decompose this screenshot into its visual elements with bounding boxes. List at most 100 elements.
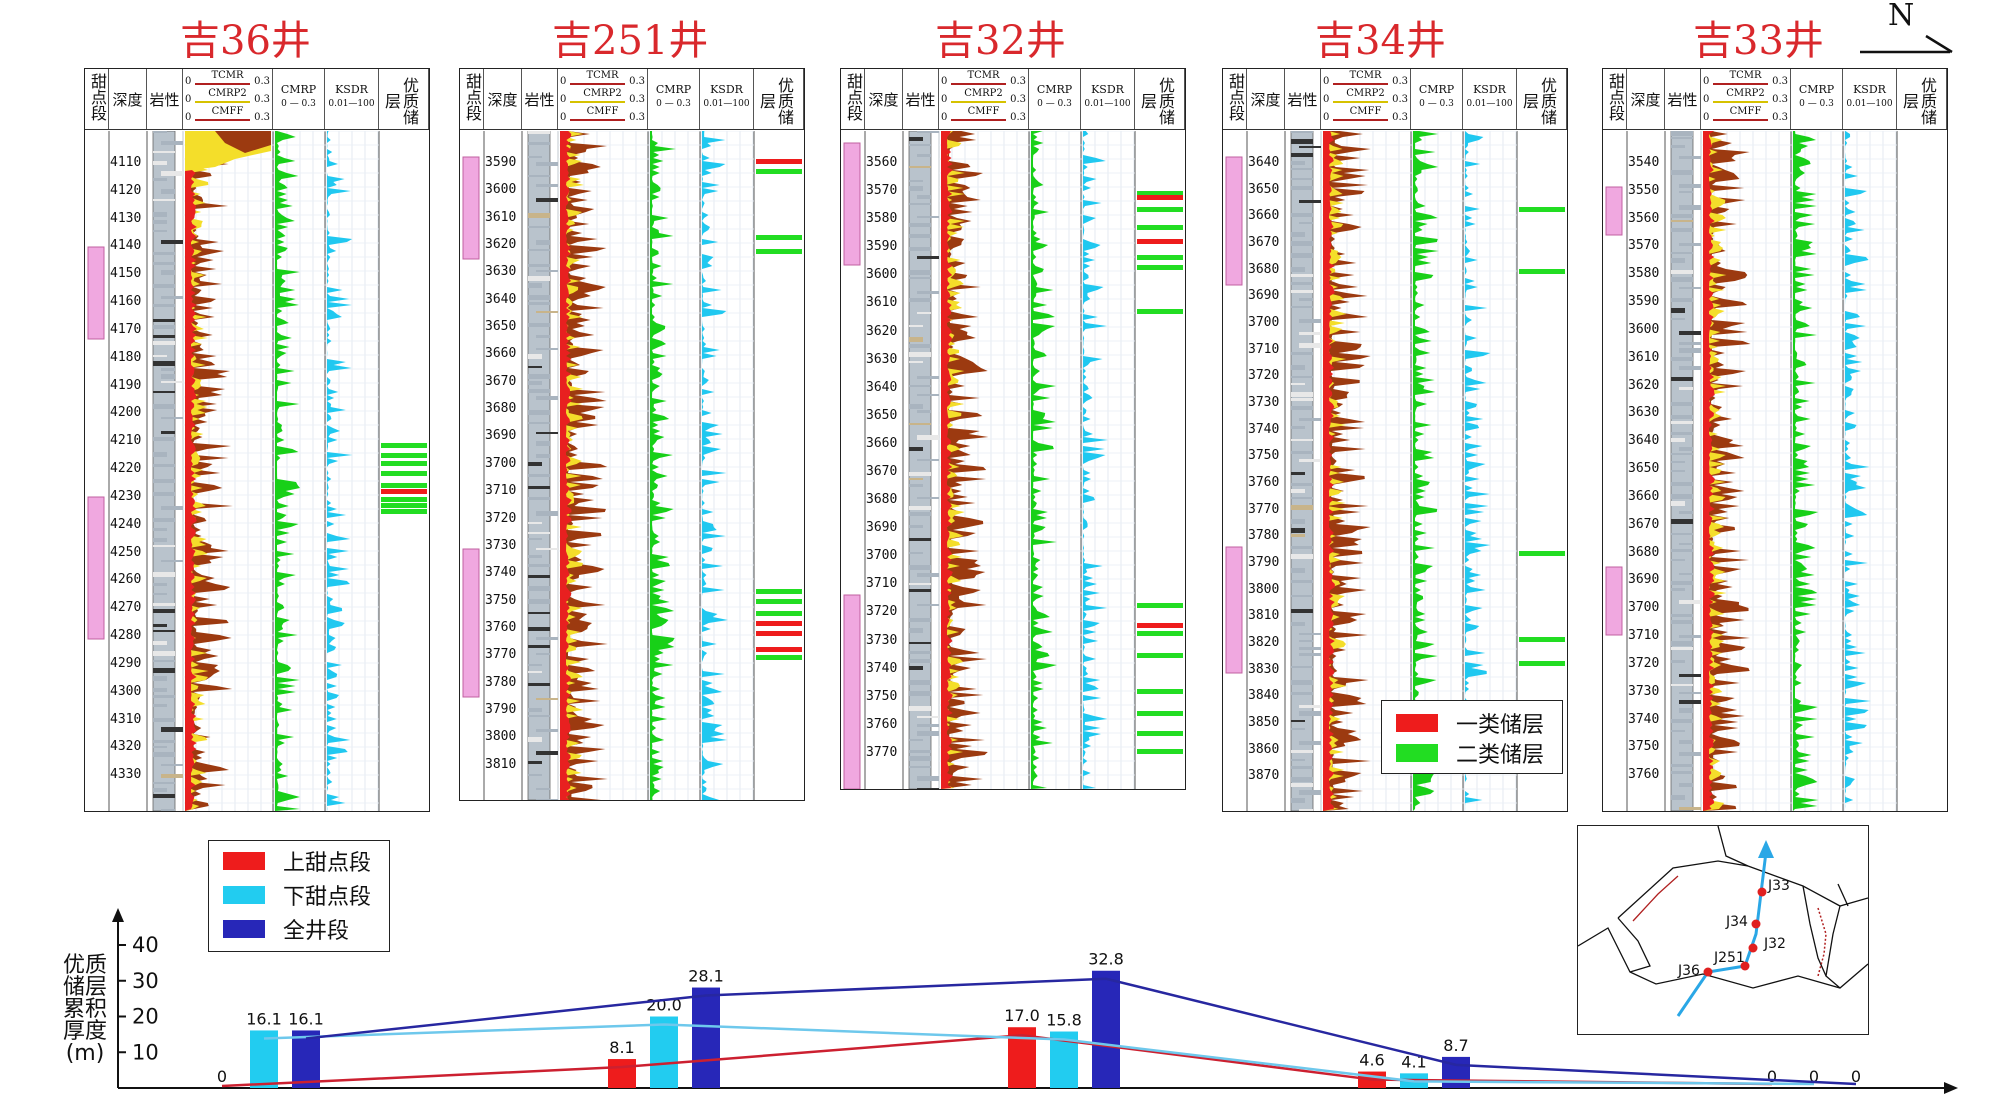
header-label-litho: 岩性 <box>1287 91 1318 109</box>
reservoir-band <box>756 611 802 616</box>
log-header: 甜点段 深度 岩性 TCMR 0 0.3 CMRP2 0 0.3 CMFF 0 0.3 CMRP 0 — … <box>460 69 804 130</box>
legend-item-class2: 二类储层 <box>1396 741 1544 768</box>
bar-legend-label-all: 全井段 <box>283 919 350 944</box>
bar-lower <box>1400 1073 1428 1088</box>
header-label-depth: 深度 <box>112 91 143 109</box>
curve-name-cmff: CMFF <box>1349 106 1382 117</box>
depth-label: 4120 <box>110 182 142 198</box>
reservoir-band <box>756 655 802 660</box>
log-header: 甜点段 深度 岩性 TCMR 0 0.3 CMRP2 0 0.3 CMFF 0 0.3 CMRP 0 — … <box>841 69 1185 130</box>
depth-label: 3650 <box>485 319 517 335</box>
bar-value-label: 0 <box>217 1067 227 1086</box>
depth-label: 3650 <box>1248 181 1280 197</box>
depth-label: 3730 <box>1628 683 1660 699</box>
bar-upper <box>1358 1071 1386 1088</box>
north-label: N <box>1888 0 1915 33</box>
depth-label: 3740 <box>1628 711 1660 727</box>
depth-label: 3580 <box>1628 266 1660 282</box>
bar-value-label: 16.1 <box>288 1009 324 1028</box>
depth-label: 3700 <box>866 548 898 564</box>
reservoir-band <box>381 509 427 514</box>
depth-label: 4280 <box>110 628 142 644</box>
header-range-ksdr: 0.01—100 <box>1846 99 1893 109</box>
depth-label: 3560 <box>866 155 898 170</box>
legend-label-class1: 一类储层 <box>1456 713 1545 738</box>
bar-upper <box>1008 1027 1036 1088</box>
reservoir-band <box>381 489 427 494</box>
curve-name-tcmr: TCMR <box>1729 70 1762 81</box>
reservoir-band <box>1137 225 1183 230</box>
curve-min-cmrp2: 0 <box>941 94 948 105</box>
curve-name-cmrp2: CMRP2 <box>583 88 622 99</box>
bar-value-label: 0 <box>1851 1067 1861 1086</box>
depth-label: 3770 <box>485 647 517 663</box>
depth-label: 3850 <box>1248 715 1280 730</box>
map-label-j33: J33 <box>1768 878 1790 894</box>
log-panel-0: 甜点段 深度 岩性 TCMR 0 0.3 CMRP2 0 0.3 CMFF 0 0.3 CMRP 0 — … <box>84 68 430 812</box>
header-label-quality: 优质储层 <box>382 77 419 125</box>
bar-value-label: 8.7 <box>1443 1036 1468 1055</box>
curve-max-cmff: 0.3 <box>254 112 270 123</box>
map-label-j32: J32 <box>1764 936 1786 952</box>
depth-label: 4330 <box>110 767 142 783</box>
reservoir-band <box>1137 689 1183 694</box>
header-cell-cmrp: CMRP 0 — 0.3 <box>1791 69 1843 129</box>
header-label-quality: 优质储层 <box>1900 77 1937 125</box>
curve-min-cmff: 0 <box>1323 112 1330 123</box>
depth-label: 3750 <box>866 688 898 704</box>
header-cell-curves: TCMR 0 0.3 CMRP2 0 0.3 CMFF 0 0.3 <box>1321 69 1411 129</box>
reservoir-band <box>1137 265 1183 270</box>
depth-label: 3710 <box>485 483 517 499</box>
header-cell-sweet: 甜点段 <box>841 69 865 129</box>
bar-legend-item-lower: 下甜点段 <box>223 883 371 910</box>
reservoir-band <box>1137 207 1183 212</box>
header-cell-depth: 深度 <box>865 69 903 129</box>
well-title-j34: 吉34井 <box>1315 18 1446 64</box>
reservoir-band <box>1137 711 1183 716</box>
curve-min-cmrp2: 0 <box>185 94 192 105</box>
depth-label: 3620 <box>485 237 517 253</box>
curve-line-cmrp2 <box>195 101 250 103</box>
reservoir-band <box>1137 309 1183 314</box>
depth-label: 4260 <box>110 572 142 588</box>
depth-label: 4310 <box>110 711 142 727</box>
curve-line-tcmr <box>1333 83 1388 85</box>
header-cell-quality: 优质储层 <box>379 69 429 129</box>
bar-all <box>292 1030 320 1088</box>
chart-ylabel-line5: (m) <box>65 1041 105 1066</box>
reservoir-band <box>1137 603 1183 608</box>
curve-name-cmrp2: CMRP2 <box>208 88 247 99</box>
header-range-cmrp: 0 — 0.3 <box>1419 99 1454 109</box>
curve-line-cmff <box>1713 119 1768 121</box>
depth-label: 3670 <box>1248 235 1280 250</box>
depth-label: 3610 <box>1628 349 1660 365</box>
reservoir-band <box>1519 551 1565 556</box>
reservoir-band <box>756 249 802 254</box>
curve-line-tcmr <box>951 83 1006 85</box>
sweet-spot-block <box>843 142 861 266</box>
depth-label: 3610 <box>866 295 898 311</box>
curve-line-cmrp2 <box>1333 101 1388 103</box>
depth-label: 3710 <box>866 576 898 592</box>
curve-name-tcmr: TCMR <box>211 70 244 81</box>
reservoir-band <box>756 599 802 604</box>
depth-label: 3770 <box>866 744 898 760</box>
bar-value-label: 15.8 <box>1046 1011 1082 1030</box>
depth-label: 3580 <box>866 211 898 227</box>
depth-label: 3770 <box>1248 501 1280 517</box>
sweet-spot-block <box>843 594 861 789</box>
bar-value-label: 8.1 <box>609 1038 634 1057</box>
sweet-spot-block <box>1225 546 1243 674</box>
legend-swatch-class1 <box>1396 714 1438 732</box>
map-svg <box>1578 826 1868 1017</box>
bar-value-label: 20.0 <box>646 996 682 1015</box>
curve-line-tcmr <box>195 83 250 85</box>
curve-min-tcmr: 0 <box>1323 76 1330 87</box>
depth-label: 3560 <box>1628 210 1660 226</box>
depth-label: 3750 <box>1628 739 1660 755</box>
reservoir-band <box>381 483 427 488</box>
header-label-ksdr: KSDR <box>710 83 743 96</box>
header-range-cmrp: 0 — 0.3 <box>1799 99 1834 109</box>
depth-label: 3670 <box>485 373 517 389</box>
header-cell-depth: 深度 <box>109 69 147 129</box>
